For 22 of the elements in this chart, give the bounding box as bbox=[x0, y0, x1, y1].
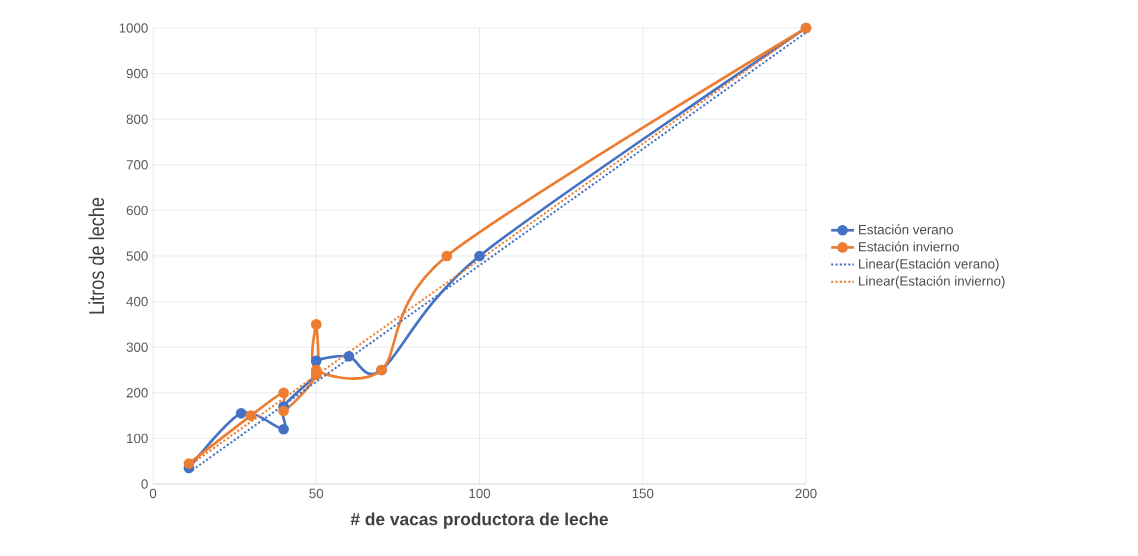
y-tick-label: 900 bbox=[126, 68, 148, 79]
y-tick-label: 600 bbox=[126, 205, 148, 216]
legend-label: Estación invierno bbox=[859, 241, 959, 252]
y-tick-label: 700 bbox=[126, 160, 148, 170]
x-tick-label: 200 bbox=[795, 488, 817, 499]
legend-label: Estación verano bbox=[859, 224, 953, 235]
x-axis-title: # de vacas productora de leche bbox=[350, 512, 608, 529]
y-tick-label: 300 bbox=[126, 342, 148, 352]
y-tick-label: 400 bbox=[126, 296, 148, 307]
y-tick-label: 500 bbox=[126, 251, 148, 261]
x-tick-label: 100 bbox=[469, 488, 491, 499]
y-tick-label: 1000 bbox=[119, 23, 148, 33]
y-tick-label: 100 bbox=[127, 433, 148, 444]
y-tick-label: 800 bbox=[126, 114, 148, 124]
y-axis-title: Litros de leche bbox=[88, 197, 105, 314]
x-tick-label: 50 bbox=[309, 488, 324, 499]
y-tick-label: 200 bbox=[126, 388, 148, 398]
y-tick-label: 0 bbox=[141, 479, 148, 489]
x-tick-label: 0 bbox=[149, 488, 157, 499]
legend-label: Linear(Estación invierno) bbox=[859, 275, 1005, 289]
x-tick-label: 150 bbox=[632, 488, 654, 499]
legend-label: Linear(Estación verano) bbox=[859, 258, 999, 272]
